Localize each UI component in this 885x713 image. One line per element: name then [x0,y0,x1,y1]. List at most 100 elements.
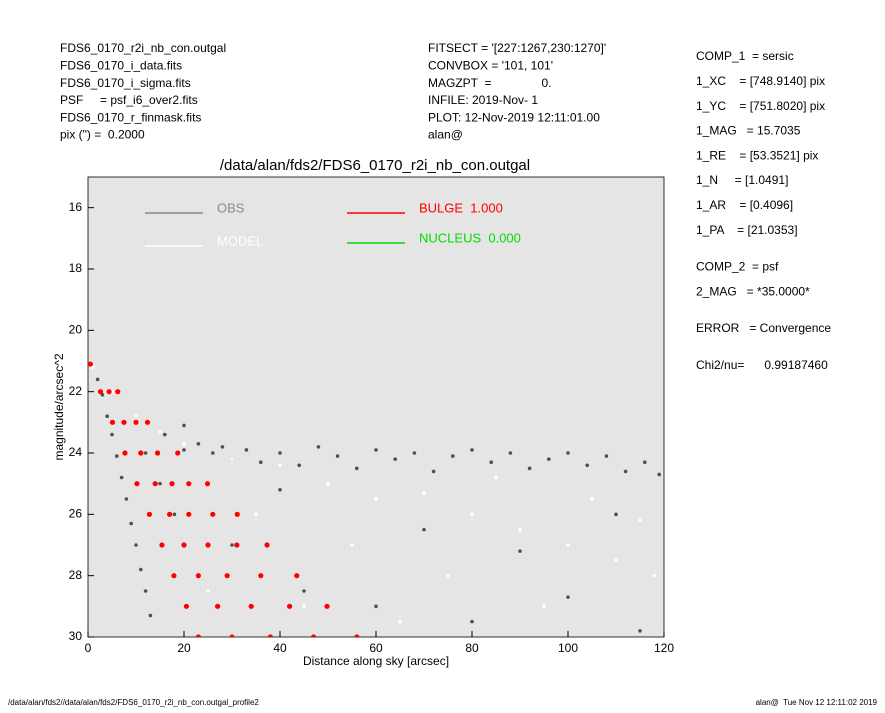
data-point [91,365,95,369]
footer-user: alan@ Tue Nov 12 12:11:02 2019 [756,698,878,707]
legend-label: NUCLEUS 0.000 [419,230,521,245]
data-point [657,472,661,477]
info-center-line: FITSECT = '[227:1267,230:1270]' [428,41,606,55]
data-point [106,389,112,395]
data-point [143,451,148,455]
data-point [122,450,128,456]
x-tick-label: 120 [654,641,674,655]
data-point [248,603,254,609]
data-point [163,432,167,437]
data-point [614,558,618,563]
data-point [196,442,201,446]
data-point [527,466,532,471]
data-point [470,448,474,452]
data-point [155,450,161,456]
info-center-line: PLOT: 12-Nov-2019 12:11:01.00 [428,110,600,124]
data-point [115,454,119,458]
data-point [152,481,158,487]
data-point [230,457,234,461]
data-point [121,419,127,425]
data-point [182,423,186,428]
data-point [643,460,647,465]
data-point [259,460,263,465]
data-point [446,573,450,578]
data-point [652,573,657,578]
data-point [158,429,162,434]
data-point [470,619,474,624]
data-point [195,634,201,637]
data-point [614,512,618,517]
data-point [186,511,192,517]
data-point [175,450,181,456]
data-point [422,527,426,532]
y-tick-label: 20 [69,323,83,337]
data-point [278,463,282,468]
info-left-line: PSF = psf_i6_over2.fits [60,93,198,107]
x-axis-label: Distance along sky [arcsec] [303,654,449,668]
fit-parameter: COMP_2 = psf [696,260,779,274]
data-point [398,619,402,624]
data-point [205,542,211,548]
data-point [215,603,221,609]
data-point [115,389,121,395]
data-point [316,445,321,449]
data-point [139,567,143,572]
data-point [105,414,109,419]
data-point [494,475,498,480]
legend-label: BULGE 1.000 [419,200,503,215]
data-point [110,432,114,437]
data-point [172,512,177,517]
data-point [297,463,302,468]
data-point [133,419,139,425]
data-point [518,527,522,532]
legend-label: OBS [217,200,245,215]
data-point [129,521,133,526]
data-point [148,613,153,618]
x-tick-label: 100 [558,641,578,655]
y-tick-label: 22 [69,384,83,398]
data-point [109,419,116,425]
data-point [354,634,360,637]
info-center-line: INFILE: 2019-Nov- 1 [428,93,538,107]
data-point [97,389,104,395]
fit-parameter: 1_PA = [21.0353] [696,223,798,237]
data-point [638,629,642,633]
y-axis-label: magnitude/arcsec^2 [52,353,66,460]
data-point [590,497,594,501]
data-point [302,589,306,593]
data-point [183,603,189,609]
data-point [287,603,293,609]
info-left-line: FDS6_0170_r_finmask.fits [60,110,201,124]
fit-parameter: 1_N = [1.0491] [696,173,788,187]
data-point [234,511,240,517]
data-point [623,469,628,474]
plot-points [88,361,661,637]
data-point [451,454,455,458]
data-point [324,603,330,609]
data-point [230,543,234,547]
data-point [547,457,551,461]
data-point [182,448,186,452]
data-point [171,573,177,579]
data-point [566,451,570,455]
data-point [258,573,264,579]
data-point [229,634,235,637]
data-point [186,481,192,487]
data-point [294,573,300,579]
data-point [267,634,273,637]
plot-area [87,176,665,638]
x-tick-label: 80 [465,641,479,655]
data-point [566,595,570,599]
data-point [412,451,417,455]
data-point [355,466,359,471]
y-tick-label: 16 [69,200,83,214]
data-point [422,491,426,495]
fit-parameter: 1_MAG = 15.7035 [696,124,801,138]
data-point [566,543,570,547]
data-point [542,604,546,609]
data-point [311,634,317,637]
data-point [206,589,210,593]
fit-parameter: 1_AR = [0.4096] [696,198,793,212]
data-point [278,488,282,492]
data-point [244,448,249,452]
